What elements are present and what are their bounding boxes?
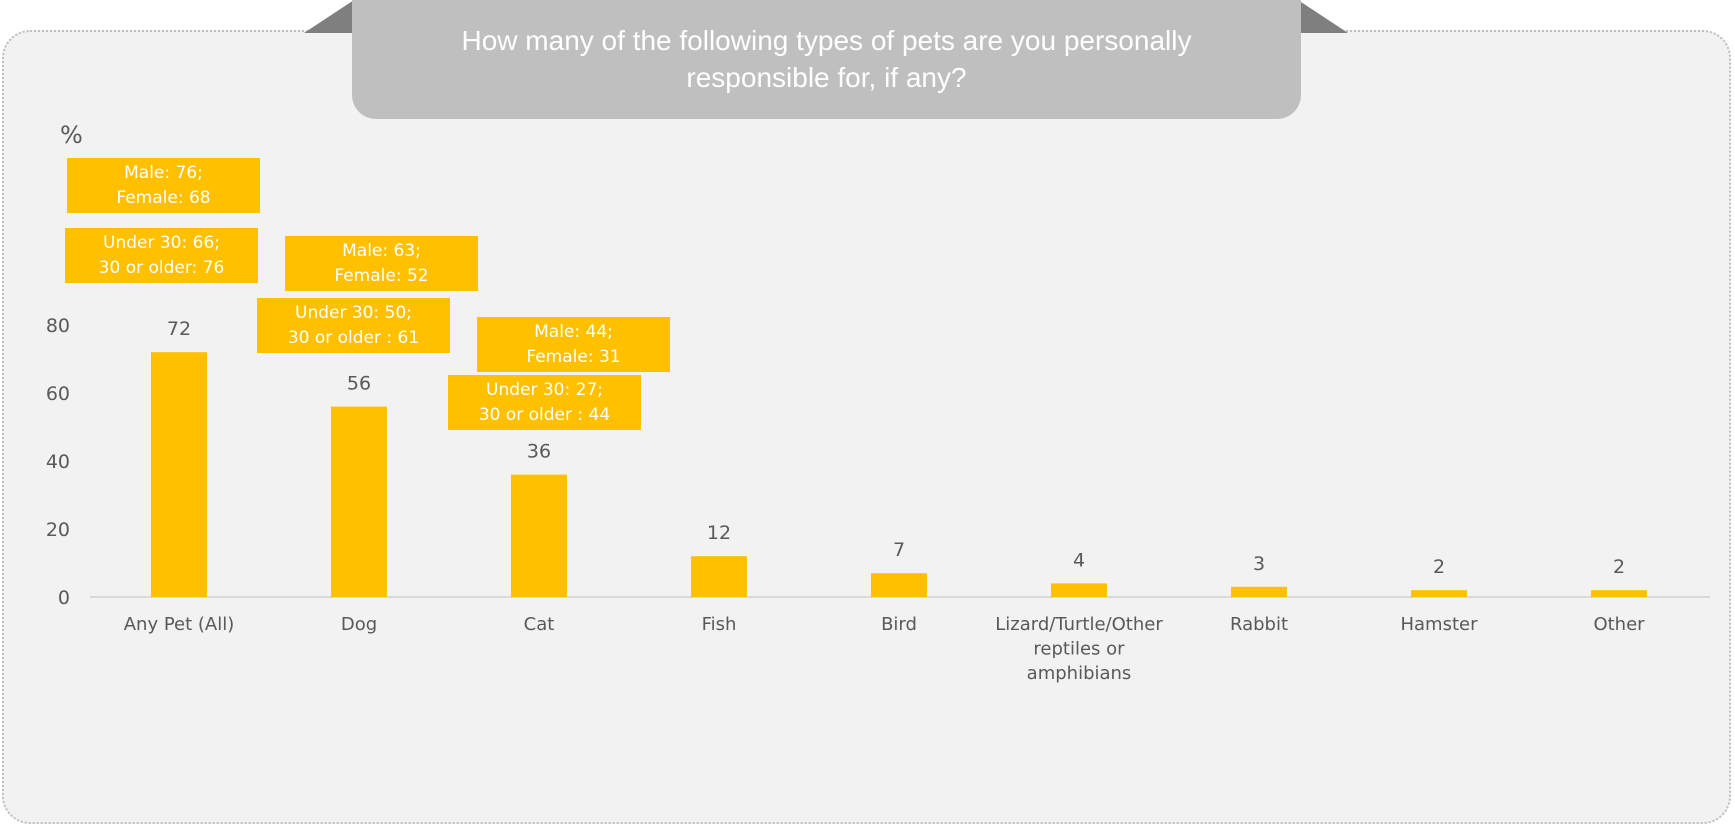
- bar-value-label: 2: [1613, 556, 1625, 578]
- title-tab-fold-left: [304, 0, 354, 33]
- title-banner: How many of the following types of pets …: [352, 0, 1301, 119]
- callout-line: Male: 76;: [124, 162, 203, 183]
- bar: [1231, 586, 1287, 597]
- bar: [871, 573, 927, 597]
- bar: [1591, 590, 1647, 597]
- x-tick-label: Hamster: [1400, 614, 1478, 635]
- bar-value-label: 4: [1073, 549, 1085, 571]
- bar-value-label: 36: [527, 441, 551, 463]
- segment-callout: Male: 63; Female: 52: [285, 236, 478, 291]
- x-tick-label: amphibians: [1027, 663, 1132, 684]
- y-tick-label: 40: [46, 451, 70, 473]
- callout-line: Male: 44;: [534, 321, 613, 342]
- chart-panel: [2, 30, 1731, 824]
- bar: [1051, 583, 1107, 597]
- y-tick-label: 20: [46, 519, 70, 541]
- title-tab-fold-right: [1298, 0, 1348, 33]
- x-tick-label: Bird: [881, 614, 917, 635]
- x-tick-label: reptiles or: [1033, 639, 1125, 660]
- callout-line: Under 30: 27;: [486, 379, 603, 400]
- callout-line: 30 or older: 76: [98, 257, 225, 278]
- x-tick-label: Fish: [702, 614, 737, 635]
- bar-value-label: 7: [893, 539, 905, 561]
- segment-callout: Male: 76; Female: 68: [67, 158, 260, 213]
- bar-value-label: 56: [347, 373, 371, 395]
- bar-value-label: 72: [167, 318, 191, 340]
- bar: [1411, 590, 1467, 597]
- x-tick-label: Cat: [524, 614, 555, 635]
- y-tick-label: 0: [58, 587, 70, 609]
- callout-line: 30 or older : 61: [287, 327, 420, 348]
- y-tick-label: 80: [46, 315, 70, 337]
- segment-callout: Male: 44; Female: 31: [477, 317, 670, 372]
- bar: [151, 352, 207, 597]
- bar: [331, 406, 387, 597]
- bar-value-label: 2: [1433, 556, 1445, 578]
- chart-title: How many of the following types of pets …: [461, 25, 1192, 93]
- y-axis-label: %: [60, 121, 83, 149]
- bar: [691, 556, 747, 597]
- bar-value-label: 3: [1253, 553, 1265, 575]
- x-tick-label: Rabbit: [1230, 614, 1288, 635]
- callout-line: Female: 68: [116, 187, 211, 208]
- callout-line: 30 or older : 44: [478, 404, 611, 425]
- x-tick-label: Dog: [341, 614, 377, 635]
- callout-line: Under 30: 66;: [103, 232, 220, 253]
- bar: [511, 474, 567, 597]
- callout-line: Female: 31: [526, 346, 621, 367]
- segment-callout: Under 30: 66; 30 or older: 76: [65, 228, 258, 283]
- callout-line: Male: 63;: [342, 240, 421, 261]
- x-tick-label: Other: [1593, 614, 1645, 635]
- callout-line: Female: 52: [334, 265, 429, 286]
- x-tick-label: Any Pet (All): [124, 614, 235, 635]
- y-tick-label: 60: [46, 383, 70, 405]
- segment-callout: Under 30: 27; 30 or older : 44: [448, 375, 641, 430]
- x-tick-label: Lizard/Turtle/Other: [995, 614, 1163, 635]
- segment-callout: Under 30: 50; 30 or older : 61: [257, 298, 450, 353]
- callout-line: Under 30: 50;: [295, 302, 412, 323]
- bar-value-label: 12: [707, 522, 731, 544]
